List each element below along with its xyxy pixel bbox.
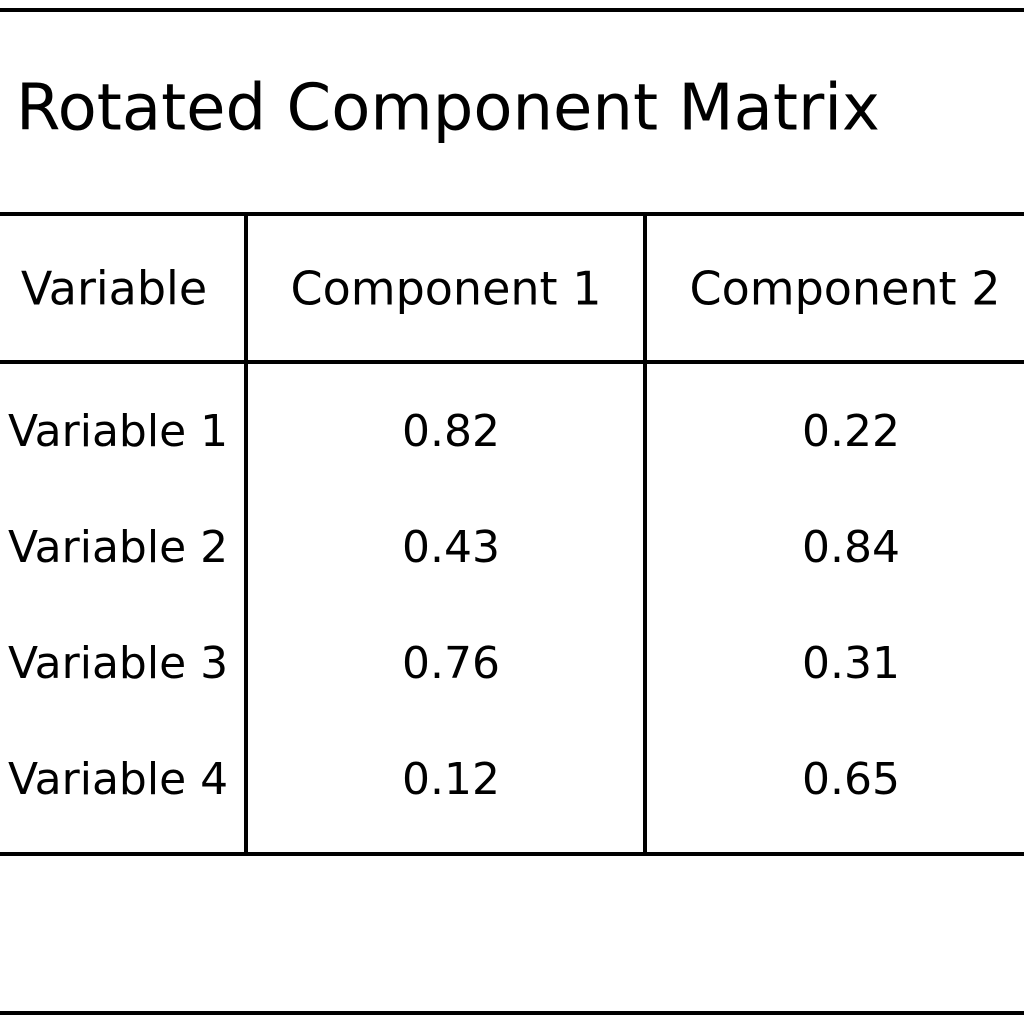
cell-value: 0.31 [802,638,900,689]
column-header: Component 2 [690,262,1001,316]
cell-value: 0.22 [802,406,900,457]
row-label: Variable 3 [8,638,228,689]
title: Rotated Component Matrix [16,72,880,146]
cell-value: 0.43 [402,522,500,573]
cell-value: 0.12 [402,754,500,805]
row-label: Variable 2 [8,522,228,573]
cell-value: 0.84 [802,522,900,573]
row-label: Variable 1 [8,406,228,457]
cell-value: 0.82 [402,406,500,457]
table: Variable Component 1 Component 2 Variable 1… [8,262,1000,806]
row-label: Variable 4 [8,754,228,805]
column-header: Variable [21,262,207,316]
column-header: Component 1 [291,262,602,316]
cell-value: 0.76 [402,638,500,689]
cell-value: 0.65 [802,754,900,805]
